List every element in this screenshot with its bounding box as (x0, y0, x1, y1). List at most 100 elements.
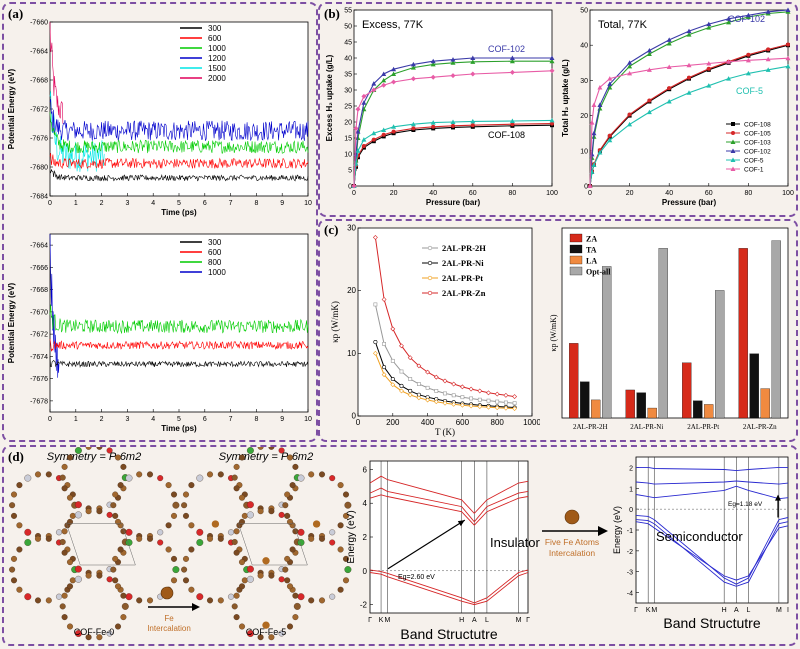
y-tick-label: 2 (629, 465, 633, 472)
x-tick-label: 60 (705, 190, 713, 197)
fe-atom (262, 621, 270, 629)
y-axis-label: Potential Energy (eV) (7, 68, 16, 149)
atom (170, 491, 178, 498)
data-point-COF-103 (666, 40, 672, 46)
atom (284, 491, 291, 498)
atom (74, 565, 82, 573)
y-tick-label: 10 (580, 148, 588, 155)
band-line (635, 485, 789, 500)
bar-ZA (738, 248, 748, 419)
gap-arrow-head (775, 494, 781, 501)
x-axis-label: Pressure (bar) (426, 198, 481, 207)
atom (196, 474, 204, 482)
structure-cof-fe-0 (9, 447, 180, 641)
atom (337, 522, 344, 529)
structure-cof-fe-5 (181, 447, 352, 641)
series-line-COF-1 (589, 57, 789, 187)
atom (172, 566, 180, 574)
x-tick-label: 2AL-PR-2H (573, 423, 608, 431)
atom (292, 463, 299, 470)
data-point-COF-102 (391, 66, 397, 72)
atom (106, 630, 113, 637)
atom (170, 512, 178, 519)
k-point-label: M (776, 607, 782, 614)
data-point-COF-102 (509, 55, 515, 60)
atom (308, 535, 315, 542)
data-point-2AL-PR-Zn (425, 369, 431, 375)
band-line (635, 514, 789, 585)
data-point-COF-103 (430, 61, 436, 67)
data-point-COF-103 (706, 25, 712, 30)
data-point-2AL-PR-Zn (372, 234, 378, 240)
fe-atom-icon (160, 586, 174, 600)
atom (96, 634, 103, 641)
y-axis-label: Potential Energy (eV) (7, 282, 16, 363)
data-point-2AL-PR-2H (486, 398, 491, 403)
k-point-label: M (516, 617, 522, 624)
y-tick-label: -7676 (30, 376, 48, 383)
x-tick-label: 20 (626, 190, 634, 197)
data-point-2AL-PR-2H (408, 377, 413, 381)
atom (110, 566, 117, 573)
x-tick-label: 4 (151, 416, 155, 423)
legend-label: COF-102 (744, 149, 771, 156)
data-point-2AL-PR-Pt (468, 403, 474, 409)
series-line-2000 (49, 21, 64, 124)
legend-label: 2AL-PR-Ni (442, 258, 484, 268)
x-tick-label: 1 (74, 416, 78, 423)
atom (196, 539, 204, 546)
data-point-COF-1 (509, 69, 515, 75)
data-point-COF-105 (550, 121, 554, 126)
data-point-COF-1 (587, 183, 593, 188)
atom (257, 447, 264, 450)
data-point-COF-5 (726, 76, 732, 81)
atom (206, 535, 214, 542)
band-line (369, 487, 529, 523)
data-point-COF-103 (391, 71, 397, 76)
atom (329, 529, 336, 536)
y-tick-label: 0 (348, 184, 352, 191)
atom (233, 528, 240, 535)
y-tick-label: -7670 (30, 309, 48, 316)
data-point-COF-102 (410, 61, 416, 67)
atom (246, 447, 254, 454)
data-point-COF-102 (666, 37, 672, 42)
band-line (369, 569, 529, 604)
x-tick-label: 8 (254, 200, 258, 207)
x-tick-label: 60 (469, 190, 477, 197)
data-point-COF-105 (607, 133, 612, 138)
k-point-label: A (734, 607, 739, 614)
bar-LA (647, 407, 657, 419)
atom (74, 575, 82, 583)
atom (342, 512, 350, 519)
x-tick-label: 5 (177, 416, 181, 423)
k-point-label: H (459, 617, 464, 624)
x-tick-label: 1 (74, 200, 78, 207)
atom (96, 572, 103, 579)
atom (337, 586, 344, 593)
data-point-2AL-PR-2H (434, 389, 439, 393)
x-tick-label: 9 (280, 200, 284, 207)
y-tick-label: -7664 (30, 49, 48, 56)
atom (85, 508, 92, 515)
y-tick-label: 1 (629, 486, 633, 493)
data-point-2AL-PR-Zn (416, 363, 422, 369)
data-point-COF-5 (706, 83, 712, 88)
data-point-COF-1 (353, 125, 359, 131)
data-point-2AL-PR-Zn (468, 386, 474, 392)
data-point-2AL-PR-Pt (512, 406, 518, 412)
atom (329, 475, 336, 482)
data-point-2AL-PR-2H (417, 382, 421, 386)
data-point-2AL-PR-Pt (433, 399, 439, 405)
data-point-COF-5 (745, 70, 751, 76)
data-point-COF-103 (607, 84, 613, 90)
atom (112, 512, 119, 519)
y-tick-label: -7666 (30, 265, 48, 272)
data-point-COF-1 (785, 55, 791, 61)
legend-marker (730, 166, 736, 171)
atom (337, 546, 344, 553)
atom (297, 593, 305, 601)
data-point-2AL-PR-2H (399, 369, 404, 374)
y-tick-label: 25 (344, 104, 352, 111)
x-tick-label: 2AL-PR-Zn (743, 423, 777, 431)
